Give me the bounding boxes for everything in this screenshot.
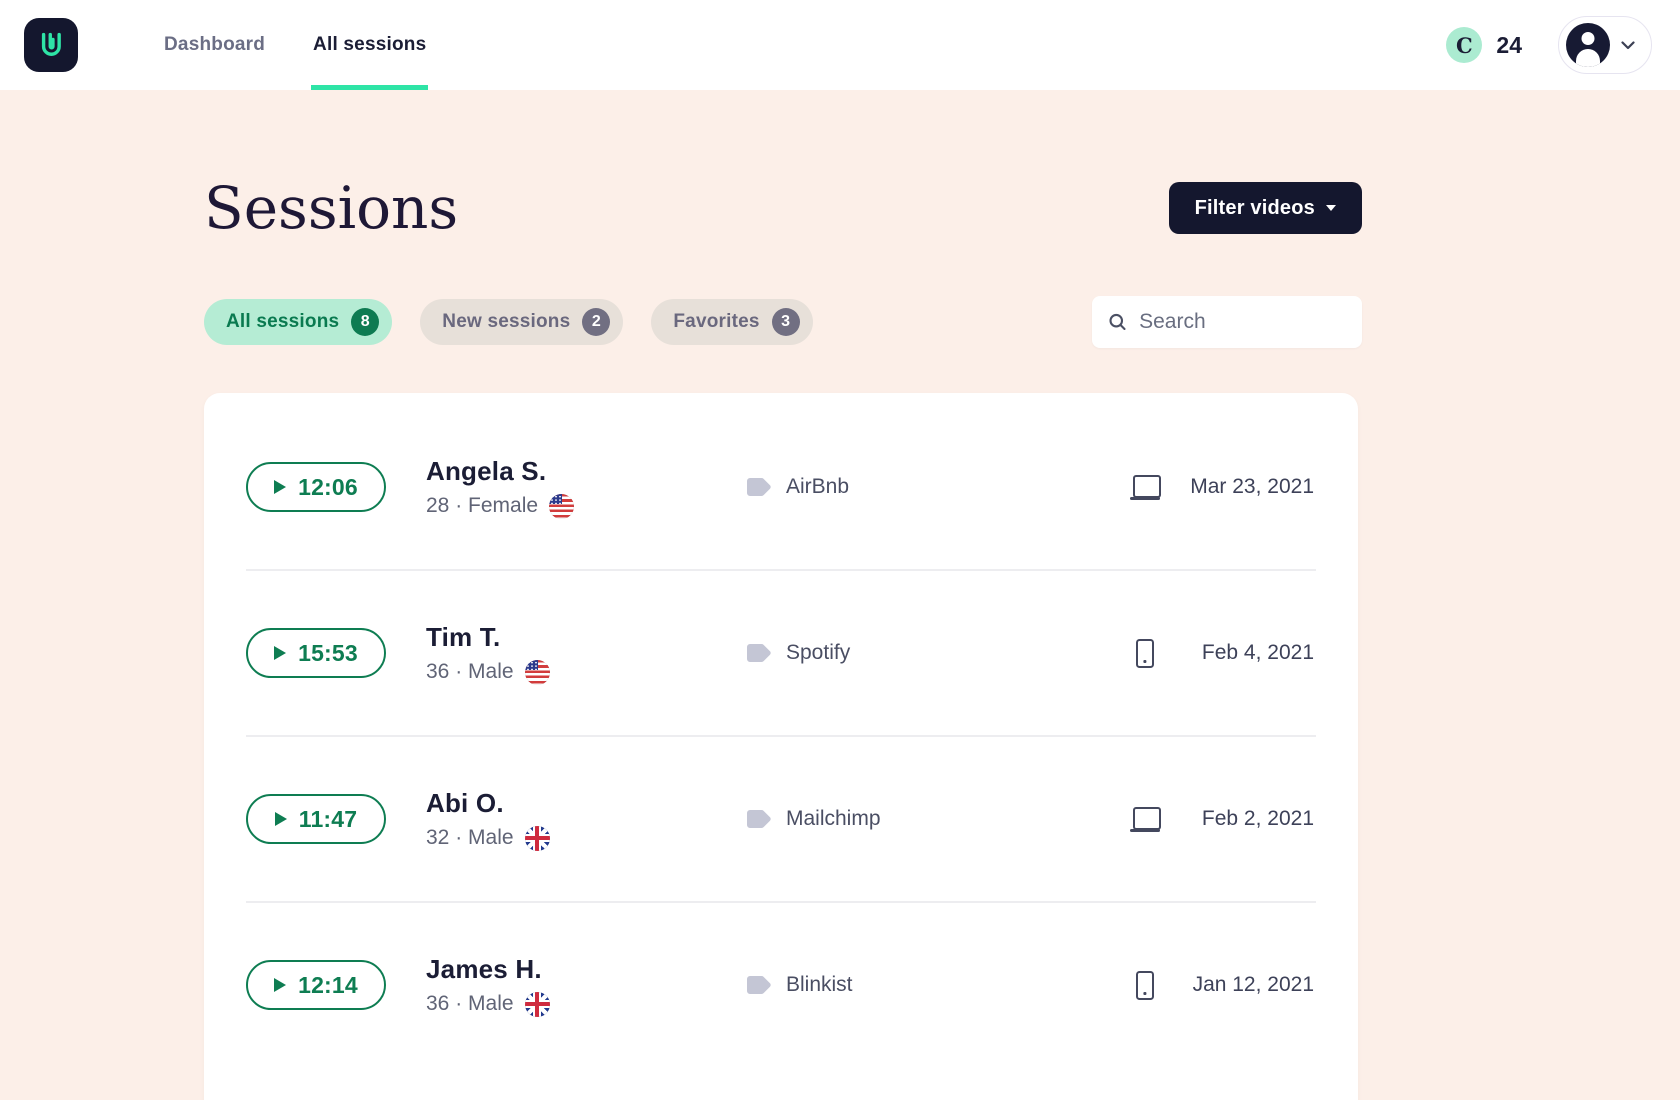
- userbrain-logo-icon: [41, 32, 61, 56]
- play-column: 15:53: [246, 628, 426, 678]
- page-title: Sessions: [204, 174, 459, 242]
- play-session-button[interactable]: 15:53: [246, 628, 386, 678]
- tester-age-gender: 36 · Male: [426, 992, 514, 1015]
- mobile-device-icon: [1136, 638, 1154, 668]
- tester-age-gender: 28 · Female: [426, 494, 539, 517]
- session-date: Feb 4, 2021: [1201, 641, 1314, 664]
- session-filter-tabs: All sessions 8 New sessions 2 Favorites …: [204, 296, 1362, 348]
- session-duration: 12:14: [298, 971, 358, 998]
- search-icon: [1109, 313, 1126, 330]
- session-duration: 12:06: [298, 473, 358, 500]
- us-flag-icon: [524, 659, 550, 685]
- tab-count-badge: 2: [582, 308, 611, 336]
- company-tag: Spotify: [746, 641, 1106, 665]
- session-date: Mar 23, 2021: [1190, 475, 1314, 498]
- tab-label: All sessions: [226, 311, 340, 332]
- us-flag-icon: [549, 493, 575, 519]
- nav-item-all-sessions[interactable]: All sessions: [311, 0, 429, 90]
- account-menu-button[interactable]: [1558, 16, 1652, 74]
- filter-videos-button[interactable]: Filter videos: [1168, 182, 1362, 234]
- company-tag: AirBnb: [746, 475, 1106, 499]
- chevron-down-icon: [1621, 40, 1635, 49]
- nav-item-dashboard[interactable]: Dashboard: [164, 34, 266, 55]
- search-input[interactable]: [1139, 310, 1346, 334]
- play-session-button[interactable]: 11:47: [246, 794, 386, 844]
- filter-videos-label: Filter videos: [1194, 196, 1315, 219]
- tab-label: New sessions: [442, 311, 571, 332]
- company-tag: Blinkist: [746, 973, 1106, 997]
- tester-age-gender: 36 · Male: [426, 660, 514, 683]
- tab-label: Favorites: [673, 311, 760, 332]
- session-date: Feb 2, 2021: [1201, 807, 1314, 830]
- tag-icon: [747, 976, 771, 994]
- credits-icon: C: [1446, 27, 1483, 63]
- tab-favorites[interactable]: Favorites 3: [651, 299, 813, 345]
- company-label: Spotify: [786, 641, 851, 664]
- row-separator: [246, 735, 1316, 737]
- session-row[interactable]: 12:06 Angela S. 28 · Female AirBnb Mar 2…: [204, 405, 1358, 569]
- session-row[interactable]: 12:14 James H. 36 · Male Blinkist Jan 12…: [204, 903, 1358, 1067]
- session-date: Jan 12, 2021: [1192, 973, 1314, 996]
- header-right: C 24: [1446, 0, 1652, 90]
- search-box: [1092, 296, 1362, 348]
- session-duration: 11:47: [298, 805, 358, 832]
- play-icon: [274, 646, 287, 660]
- tester-age-gender: 32 · Male: [426, 826, 514, 849]
- main-nav: Dashboard All sessions: [118, 0, 429, 90]
- tab-new-sessions[interactable]: New sessions 2: [420, 299, 624, 345]
- tab-all-sessions[interactable]: All sessions 8: [204, 299, 393, 345]
- company-tag: Mailchimp: [746, 807, 1106, 831]
- row-separator: [246, 901, 1316, 903]
- play-icon: [274, 978, 287, 992]
- user-avatar-icon: [1566, 23, 1610, 67]
- main-content: Sessions Filter videos All sessions 8 Ne…: [0, 174, 1680, 1100]
- mobile-device-icon: [1136, 970, 1154, 1000]
- play-session-button[interactable]: 12:06: [246, 462, 386, 512]
- tag-icon: [747, 478, 771, 496]
- play-session-button[interactable]: 12:14: [246, 960, 386, 1010]
- app-logo[interactable]: [24, 18, 78, 72]
- tester-name: Angela S.: [426, 455, 547, 486]
- uk-flag-icon: [524, 991, 550, 1017]
- company-label: AirBnb: [786, 475, 850, 498]
- desktop-device-icon: [1130, 806, 1161, 832]
- tester-info: James H. 36 · Male: [426, 954, 746, 1017]
- session-row[interactable]: 15:53 Tim T. 36 · Male Spotify Feb 4, 20…: [204, 571, 1358, 735]
- tester-name: James H.: [426, 953, 542, 984]
- play-icon: [274, 812, 287, 826]
- tab-count-badge: 3: [771, 308, 800, 336]
- tester-info: Angela S. 28 · Female: [426, 456, 746, 519]
- caret-down-icon: [1326, 205, 1336, 211]
- tab-count-badge: 8: [351, 308, 380, 336]
- play-column: 11:47: [246, 794, 426, 844]
- play-column: 12:14: [246, 960, 426, 1010]
- uk-flag-icon: [524, 825, 550, 851]
- row-separator: [246, 569, 1316, 571]
- tester-info: Tim T. 36 · Male: [426, 622, 746, 685]
- company-label: Mailchimp: [786, 807, 881, 830]
- tester-info: Abi O. 32 · Male: [426, 788, 746, 851]
- play-icon: [274, 480, 287, 494]
- session-row[interactable]: 11:47 Abi O. 32 · Male Mailchimp Feb 2, …: [204, 737, 1358, 901]
- session-duration: 15:53: [298, 639, 358, 666]
- tag-icon: [747, 810, 771, 828]
- tester-name: Tim T.: [426, 621, 501, 652]
- credits-count: 24: [1496, 31, 1522, 58]
- tester-name: Abi O.: [426, 787, 504, 818]
- play-column: 12:06: [246, 462, 426, 512]
- tag-icon: [747, 644, 771, 662]
- company-label: Blinkist: [786, 973, 853, 996]
- session-list: 12:06 Angela S. 28 · Female AirBnb Mar 2…: [204, 393, 1358, 1100]
- credits-indicator[interactable]: C 24: [1446, 27, 1522, 63]
- top-navigation-bar: Dashboard All sessions C 24: [0, 0, 1680, 90]
- desktop-device-icon: [1130, 474, 1161, 500]
